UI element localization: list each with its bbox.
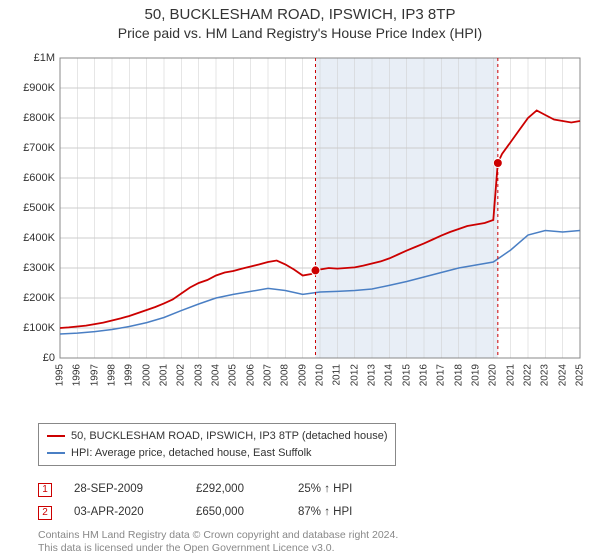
copyright-footer: Contains HM Land Registry data © Crown c… [38,529,398,556]
legend-label: 50, BUCKLESHAM ROAD, IPSWICH, IP3 8TP (d… [71,428,387,445]
x-tick-label: 2003 [193,364,204,386]
page-root: 50, BUCKLESHAM ROAD, IPSWICH, IP3 8TP Pr… [0,0,600,560]
y-tick-label: £900K [10,82,55,94]
sale-marker-box: 2 [38,506,52,520]
x-tick-label: 2014 [384,364,395,386]
chart-title-block: 50, BUCKLESHAM ROAD, IPSWICH, IP3 8TP Pr… [0,0,600,43]
x-tick-label: 2011 [332,364,343,386]
price-line-chart: 12 [0,50,600,410]
x-tick-label: 2007 [263,364,274,386]
legend-swatch [47,435,65,437]
footer-line: Contains HM Land Registry data © Crown c… [38,529,398,543]
x-tick-label: 2006 [245,364,256,386]
x-tick-label: 1997 [89,364,100,386]
x-tick-label: 2008 [280,364,291,386]
y-tick-label: £800K [10,112,55,124]
sale-row: 1 28-SEP-2009 £292,000 25% ↑ HPI [38,478,388,501]
y-tick-label: £600K [10,172,55,184]
x-tick-label: 2013 [367,364,378,386]
y-tick-label: £400K [10,232,55,244]
sale-price: £650,000 [196,501,276,524]
legend-item: HPI: Average price, detached house, East… [47,445,387,462]
x-tick-label: 2019 [471,364,482,386]
x-tick-label: 1996 [72,364,83,386]
legend-label: HPI: Average price, detached house, East… [71,445,312,462]
x-tick-label: 2009 [297,364,308,386]
x-tick-label: 2016 [419,364,430,386]
x-tick-label: 2000 [141,364,152,386]
x-tick-label: 1999 [124,364,135,386]
x-tick-label: 2020 [488,364,499,386]
sales-table: 1 28-SEP-2009 £292,000 25% ↑ HPI 2 03-AP… [38,478,388,524]
legend-item: 50, BUCKLESHAM ROAD, IPSWICH, IP3 8TP (d… [47,428,387,445]
sale-date: 03-APR-2020 [74,501,174,524]
y-tick-label: £0 [10,352,55,364]
sale-hpi-delta: 25% ↑ HPI [298,478,388,501]
y-tick-label: £100K [10,322,55,334]
x-tick-label: 2021 [505,364,516,386]
chart-area: 12 £0 £100K £200K £300K £400K £500K £600K £700K… [0,50,600,410]
x-tick-label: 2005 [228,364,239,386]
legend: 50, BUCKLESHAM ROAD, IPSWICH, IP3 8TP (d… [38,423,396,466]
x-tick-label: 2004 [211,364,222,386]
legend-swatch [47,452,65,454]
y-tick-label: £200K [10,292,55,304]
sale-price: £292,000 [196,478,276,501]
x-tick-label: 2002 [176,364,187,386]
x-tick-label: 2012 [349,364,360,386]
x-tick-label: 2017 [436,364,447,386]
sale-row: 2 03-APR-2020 £650,000 87% ↑ HPI [38,501,388,524]
x-tick-label: 2010 [315,364,326,386]
address-title: 50, BUCKLESHAM ROAD, IPSWICH, IP3 8TP [0,6,600,23]
x-tick-label: 2018 [453,364,464,386]
x-tick-label: 2022 [523,364,534,386]
x-tick-label: 1995 [55,364,66,386]
x-tick-label: 2015 [401,364,412,386]
y-tick-label: £500K [10,202,55,214]
footer-line: This data is licensed under the Open Gov… [38,542,398,556]
sale-marker-box: 1 [38,483,52,497]
x-tick-label: 2025 [575,364,586,386]
x-tick-label: 2023 [540,364,551,386]
x-tick-label: 2001 [159,364,170,386]
chart-subtitle: Price paid vs. HM Land Registry's House … [0,25,600,41]
x-tick-label: 2024 [557,364,568,386]
y-tick-label: £700K [10,142,55,154]
sale-hpi-delta: 87% ↑ HPI [298,501,388,524]
x-tick-label: 1998 [107,364,118,386]
sale-date: 28-SEP-2009 [74,478,174,501]
y-tick-label: £300K [10,262,55,274]
y-tick-label: £1M [10,52,55,64]
